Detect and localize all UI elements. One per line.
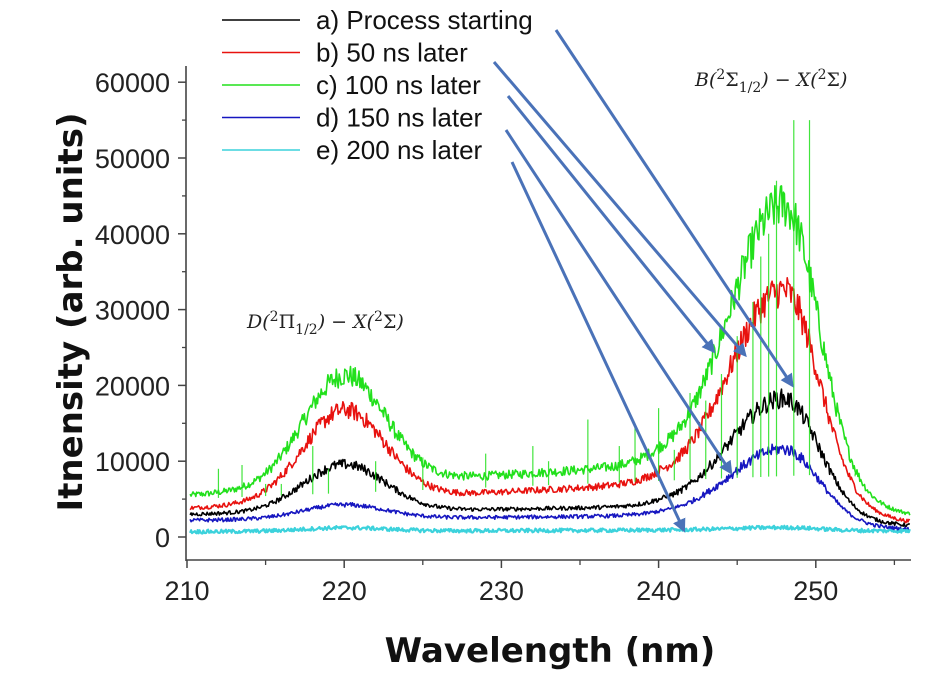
x-axis-title: Wavelength (nm) [385, 631, 716, 671]
arrow-to-series-3 [504, 129, 733, 475]
axes-layer: 0 10000 20000 30000 40000 50000 60000 210 220 23… [95, 66, 911, 606]
x-tick-label: 220 [322, 576, 367, 606]
x-tick-label: 240 [636, 576, 681, 606]
annotations: D(2Π1/2) − X(2Σ) B(2Σ1/2) − X(2Σ) [246, 67, 847, 338]
series-line-0 [189, 388, 911, 528]
x-tick-label: 230 [479, 576, 524, 606]
legend-label-3: d) 150 ns later [316, 103, 483, 133]
legend-label-0: a) Process starting [316, 5, 533, 35]
band-annotation-1: B(2Σ1/2) − X(2Σ) [694, 67, 847, 96]
y-tick-label: 30000 [95, 296, 170, 326]
y-tick-label: 40000 [95, 220, 170, 250]
x-tick-label: 210 [164, 576, 209, 606]
legend-label-4: e) 200 ns later [316, 135, 483, 165]
y-tick-label: 20000 [95, 371, 170, 401]
y-tick-label: 60000 [95, 68, 170, 98]
arrow-to-series-0 [554, 29, 794, 388]
band-annotation-0: D(2Π1/2) − X(2Σ) [246, 309, 404, 338]
arrow-layer [492, 29, 794, 533]
series-line-2 [189, 185, 911, 516]
y-axis-title: Itnensity (arb. units) [51, 113, 91, 512]
y-tick-label: 0 [155, 523, 170, 553]
series-line-4 [189, 524, 911, 535]
x-tick-label: 250 [793, 576, 838, 606]
legend-label-1: b) 50 ns later [316, 38, 468, 68]
series-line-1 [189, 277, 911, 524]
series-line-3 [189, 443, 911, 532]
arrow-to-series-1 [492, 61, 747, 358]
legend-label-2: c) 100 ns later [316, 70, 481, 100]
y-tick-label: 50000 [95, 144, 170, 174]
y-tick-label: 10000 [95, 447, 170, 477]
arrow-to-series-2 [506, 95, 716, 354]
arrow-to-series-4 [510, 161, 686, 533]
series-layer [189, 120, 911, 535]
